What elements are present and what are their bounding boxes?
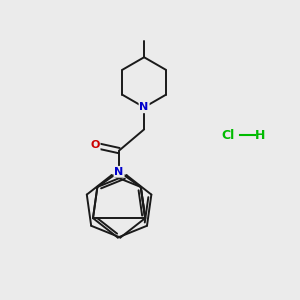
Text: H: H [255, 129, 266, 142]
Text: Cl: Cl [221, 129, 235, 142]
Text: N: N [140, 102, 149, 112]
Text: O: O [90, 140, 100, 150]
Text: N: N [115, 167, 124, 177]
